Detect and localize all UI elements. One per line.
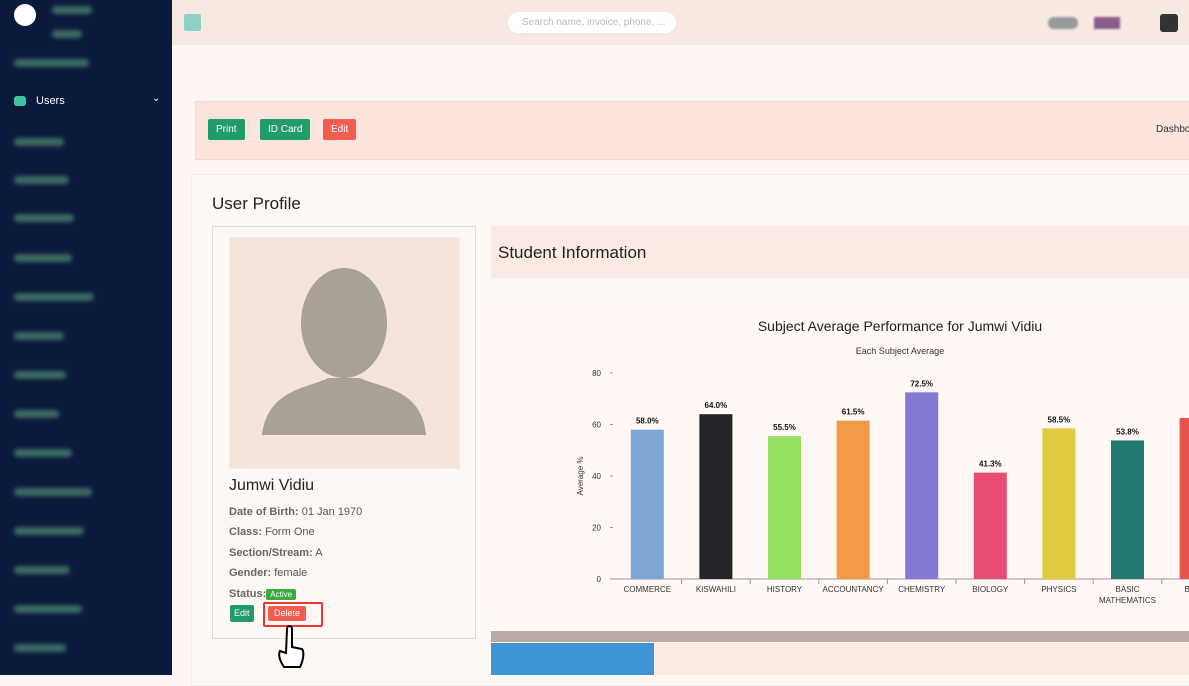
x-tick-label-box: KISWAHILI: [695, 585, 736, 594]
chevron: ⌄: [152, 93, 161, 104]
avatar[interactable]: [1160, 14, 1178, 32]
search-input[interactable]: Search name, invoice, phone, ...: [508, 12, 676, 33]
field-value: female: [274, 567, 308, 579]
tabs: [654, 643, 1189, 675]
x-tick-label-box: PHYSICS: [1041, 585, 1077, 594]
notifications[interactable]: [1048, 17, 1078, 29]
y-tick-label: 60: [592, 421, 601, 430]
field-label: Section/Stream:: [229, 547, 313, 559]
x-tick-label-box: BASIC MATHEMATICS: [1098, 585, 1157, 605]
pointer-hand: [278, 625, 305, 668]
scrollbar[interactable]: [491, 631, 1189, 642]
sidebar-item[interactable]: Users: [36, 95, 65, 107]
users-icon: [14, 96, 26, 106]
print-button[interactable]: Print: [208, 119, 245, 140]
field: Date of Birth: 01 Jan 1970: [229, 506, 362, 518]
x-tick-label-box: CHEMISTRY: [898, 585, 946, 594]
field-value: A: [315, 547, 323, 559]
profile-card: [212, 226, 476, 639]
chart-title: Subject Average Performance for Jumwi Vi…: [758, 318, 1042, 334]
highlight: [263, 602, 323, 627]
bar: [973, 472, 1007, 579]
y-tick-label: 20: [592, 524, 601, 533]
x-tick-label: BOOK: [1184, 585, 1189, 594]
top-bar: Search name, invoice, phone, ...: [172, 0, 1189, 45]
info-title: Student Information: [498, 243, 647, 262]
bar: [630, 429, 664, 579]
info-header: [491, 226, 1189, 278]
field-label: Status:: [229, 588, 267, 600]
x-tick-label-box: HISTORY: [766, 585, 803, 594]
value-label: 61.5%: [842, 408, 865, 417]
chart: Subject Average Performance for Jumwi Vi…: [491, 300, 1189, 620]
toolbar: Print ID Card Edit Dashbo: [195, 101, 1189, 160]
menu-toggle[interactable]: [184, 14, 201, 31]
bar: [836, 420, 870, 579]
x-tick-label: BIOLOGY: [972, 585, 1009, 594]
x-tick-label: ACCOUNTANCY: [822, 585, 884, 594]
edit-profile-button[interactable]: Edit: [230, 605, 254, 622]
field: Class: Form One: [229, 526, 315, 538]
x-tick-label: BASIC MATHEMATICS: [1098, 585, 1157, 605]
bar: [768, 436, 801, 579]
language[interactable]: [1094, 17, 1120, 29]
value-label: 64.0%: [705, 401, 728, 410]
avatar-photo: [229, 237, 460, 469]
student-name: Jumwi Vidiu: [229, 477, 315, 494]
value-label: 72.5%: [910, 379, 933, 388]
value-label: 53.8%: [1116, 427, 1139, 436]
value-label: 41.3%: [979, 460, 1002, 469]
y-axis-title: Average %: [576, 457, 585, 496]
x-tick-label: HISTORY: [766, 585, 803, 594]
field: Gender: female: [229, 567, 307, 579]
x-tick-label-box: ACCOUNTANCY: [822, 585, 884, 594]
avatar-silhouette: [262, 268, 426, 435]
field-value: 01 Jan 1970: [301, 506, 363, 518]
value-label: 58.5%: [1048, 415, 1071, 424]
field-label: Date of Birth:: [229, 506, 299, 518]
bar: [699, 414, 733, 579]
x-tick-label-box: COMMERCE: [623, 585, 672, 594]
status-badge: Active: [266, 589, 297, 600]
chart-subtitle: Each Subject Average: [856, 346, 944, 356]
y-tick-label: 80: [592, 369, 601, 378]
bar: [1179, 418, 1189, 579]
profile-title: User Profile: [212, 194, 301, 213]
x-tick-label-box: BOOK: [1184, 585, 1189, 594]
y-tick-label: 40: [592, 472, 601, 481]
field: Section/Stream: A: [229, 547, 323, 559]
x-tick-label: KISWAHILI: [695, 585, 736, 594]
edit-button[interactable]: Edit: [323, 119, 357, 140]
field-value: Form One: [265, 526, 315, 538]
sidebar: Users ⌄: [0, 0, 172, 675]
bar: [905, 392, 939, 579]
breadcrumb[interactable]: Dashbo: [1156, 124, 1189, 135]
value-label: 55.5%: [773, 423, 796, 432]
id-card-button[interactable]: ID Card: [260, 119, 311, 140]
tab-active[interactable]: [491, 643, 654, 675]
bar: [1111, 440, 1144, 579]
x-tick-label-box: BIOLOGY: [972, 585, 1009, 594]
x-tick-label: COMMERCE: [623, 585, 672, 594]
x-tick-label: CHEMISTRY: [898, 585, 946, 594]
field-label: Gender:: [229, 567, 272, 579]
y-tick-label: 0: [597, 575, 602, 584]
value-label: 58.0%: [636, 417, 659, 426]
logo: [14, 4, 36, 26]
x-tick-label: PHYSICS: [1041, 585, 1077, 594]
field-label: Class:: [229, 526, 263, 538]
delete-button[interactable]: Delete: [268, 606, 307, 621]
field: Status: Active: [229, 588, 297, 600]
bar: [1042, 428, 1076, 579]
